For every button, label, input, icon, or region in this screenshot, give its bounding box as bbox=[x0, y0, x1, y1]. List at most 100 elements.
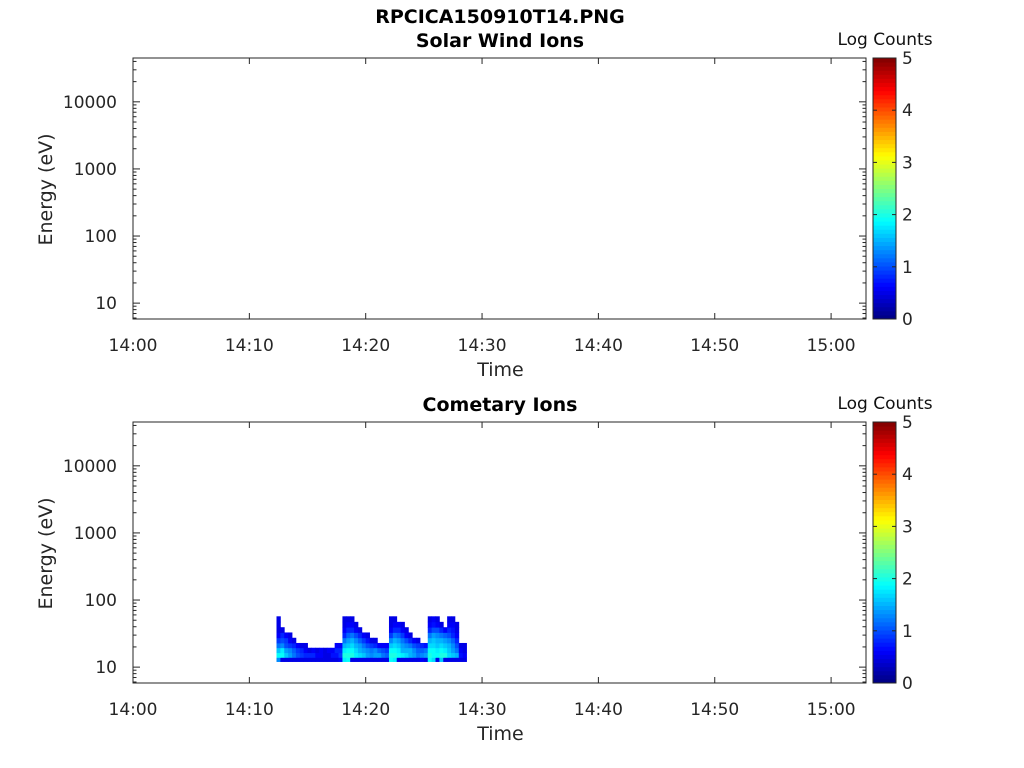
spectrogram-cell bbox=[396, 652, 401, 658]
colorbar-segment bbox=[873, 438, 896, 443]
spectrogram-cell bbox=[447, 627, 452, 633]
colorbar-segment bbox=[873, 290, 896, 296]
colorbar-segment bbox=[873, 662, 896, 668]
colorbar-segment bbox=[873, 613, 896, 619]
spectrogram-cell bbox=[427, 627, 433, 633]
spectrogram-cell bbox=[284, 657, 289, 662]
spectrogram-cell bbox=[451, 616, 456, 623]
spectrogram-cell bbox=[303, 642, 308, 649]
spectrogram-cell bbox=[280, 632, 285, 639]
spectrogram-cell bbox=[299, 647, 305, 654]
spectrogram-cell bbox=[431, 616, 436, 623]
colorbar-segment bbox=[873, 466, 896, 472]
spectrogram-cell bbox=[299, 657, 305, 662]
spectrogram-cell bbox=[280, 642, 285, 649]
spectrogram-cell bbox=[385, 657, 390, 662]
colorbar-segment bbox=[873, 495, 896, 500]
spectrogram-cell bbox=[388, 657, 394, 662]
spectrogram-cell bbox=[454, 657, 460, 662]
spectrogram-cell bbox=[350, 647, 355, 654]
spectrogram-cell bbox=[365, 657, 370, 662]
spectrogram-cell bbox=[400, 627, 405, 633]
spectrogram-cell bbox=[381, 657, 386, 662]
spectrogram-cell bbox=[326, 657, 332, 662]
colorbar-segment bbox=[873, 302, 896, 308]
spectrogram-cell bbox=[400, 642, 405, 649]
colorbar-segment bbox=[873, 66, 896, 71]
y-tick-label: 100 bbox=[85, 227, 117, 247]
spectrogram-cell bbox=[419, 647, 425, 654]
colorbar-segment bbox=[873, 225, 896, 230]
spectrogram-cell bbox=[458, 647, 464, 654]
spectrogram-cell bbox=[392, 637, 398, 644]
spectrogram-cell bbox=[443, 657, 448, 662]
spectrogram-cell bbox=[280, 657, 285, 662]
spectrogram-cell bbox=[447, 652, 452, 658]
spectrogram-cell bbox=[392, 657, 398, 662]
colorbar-1-title: Log Counts bbox=[837, 30, 933, 50]
colorbar-segment bbox=[873, 450, 896, 456]
colorbar-segment bbox=[873, 556, 896, 562]
spectrogram-cell bbox=[369, 657, 374, 662]
spectrogram-cell bbox=[408, 657, 413, 662]
spectrogram-cell bbox=[377, 657, 382, 662]
spectrogram-cell bbox=[342, 632, 347, 639]
spectrogram-cell bbox=[408, 642, 413, 649]
colorbar-segment bbox=[873, 674, 896, 680]
spectrogram-cell bbox=[435, 616, 440, 623]
x-tick-label: 14:20 bbox=[341, 336, 390, 356]
spectrogram-cell bbox=[342, 616, 347, 623]
spectrogram-cell bbox=[334, 642, 339, 649]
spectrogram-cell bbox=[454, 647, 460, 654]
spectrogram-cell bbox=[338, 657, 343, 662]
colorbar-segment bbox=[873, 625, 896, 631]
spectrogram-cell bbox=[299, 642, 305, 649]
colorbar-tick-label: 3 bbox=[902, 517, 913, 537]
spectrogram-cell bbox=[292, 637, 297, 644]
colorbar-segment bbox=[873, 86, 896, 92]
spectrogram-cell bbox=[416, 657, 421, 662]
spectrogram-cell bbox=[451, 627, 456, 633]
spectrogram-cell bbox=[381, 642, 386, 649]
colorbar-segment bbox=[873, 470, 896, 476]
spectrogram-cell bbox=[350, 632, 355, 639]
colorbar-segment bbox=[873, 135, 896, 141]
spectrogram-cell bbox=[354, 652, 359, 658]
colorbar-segment bbox=[873, 310, 896, 316]
spectrogram-cell bbox=[303, 652, 308, 658]
spectrogram-cell bbox=[377, 647, 382, 654]
colorbar-segment bbox=[873, 503, 896, 509]
colorbar-segment bbox=[873, 634, 896, 639]
colorbar-segment bbox=[873, 544, 896, 549]
colorbar-segment bbox=[873, 446, 896, 452]
colorbar-segment bbox=[873, 499, 896, 505]
spectrogram-cell bbox=[443, 632, 448, 639]
spectrogram-cell bbox=[404, 627, 409, 633]
spectrogram-cell bbox=[431, 627, 436, 633]
y-tick-label: 100 bbox=[85, 591, 117, 611]
spectrogram-cell bbox=[419, 657, 425, 662]
spectrogram-cell bbox=[431, 652, 436, 658]
spectrogram-cell bbox=[350, 657, 355, 662]
spectrogram-cell bbox=[443, 647, 448, 654]
plot-frame bbox=[132, 421, 867, 684]
spectrogram-cell bbox=[439, 621, 444, 628]
colorbar-segment bbox=[873, 168, 896, 173]
spectrogram-cell bbox=[454, 621, 460, 628]
spectrogram-cell bbox=[451, 647, 456, 654]
spectrogram-cell bbox=[458, 652, 464, 658]
colorbar-segment bbox=[873, 196, 896, 202]
spectrogram-cell bbox=[280, 627, 285, 633]
colorbar-segment bbox=[873, 286, 896, 291]
spectrogram-cell bbox=[439, 652, 444, 658]
spectrogram-cell bbox=[326, 647, 332, 654]
x-tick-label: 14:40 bbox=[574, 336, 623, 356]
spectrogram-cell bbox=[350, 652, 355, 658]
colorbar-segment bbox=[873, 115, 896, 120]
colorbar-segment bbox=[873, 609, 896, 615]
colorbar-segment bbox=[873, 507, 896, 513]
spectrogram-cell bbox=[342, 621, 347, 628]
colorbar-segment bbox=[873, 106, 896, 112]
spectrogram-cell bbox=[354, 627, 359, 633]
spectrogram-cell bbox=[307, 657, 312, 662]
